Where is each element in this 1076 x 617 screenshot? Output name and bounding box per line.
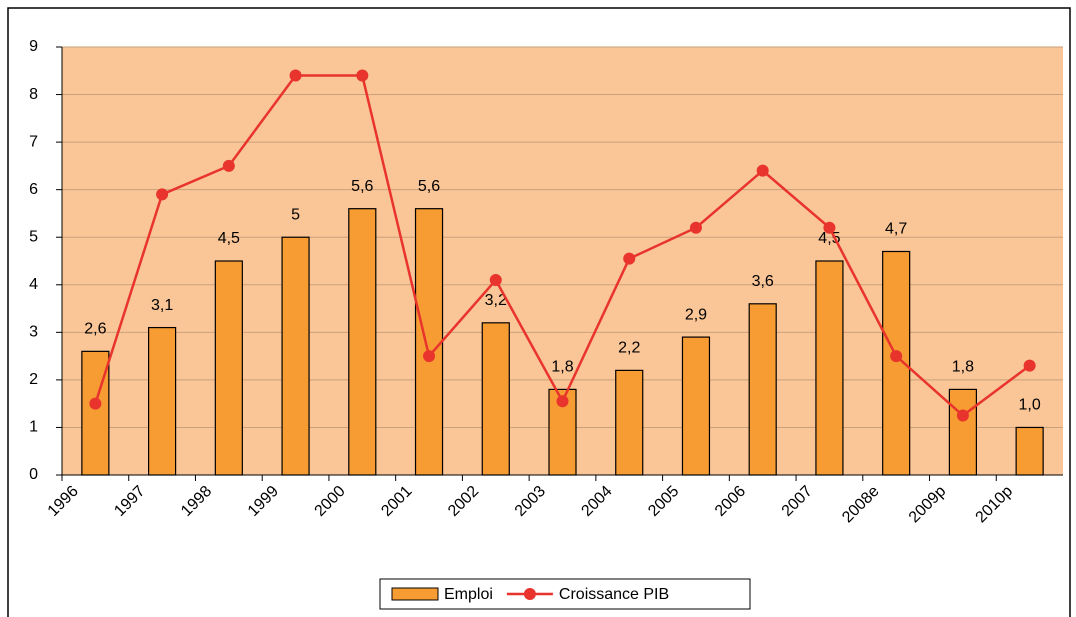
y-tick-label: 3 (29, 324, 38, 341)
x-tick-label: 1996 (45, 483, 82, 520)
y-tick-label: 4 (29, 276, 38, 293)
bar (348, 208, 377, 476)
legend-swatch (391, 587, 439, 601)
x-tick-label: 2006 (712, 483, 749, 520)
bar (81, 350, 110, 476)
legend-swatch (523, 588, 536, 600)
x-tick-label: 1998 (178, 483, 215, 520)
data-label: 4,5 (218, 230, 240, 247)
data-label: 3,1 (151, 297, 173, 314)
y-tick-label: 2 (29, 371, 38, 388)
line-marker (1023, 359, 1036, 372)
bar (815, 260, 844, 476)
line-marker (689, 221, 702, 234)
legend: Emploi Croissance PIB (379, 578, 751, 610)
y-tick-label: 7 (29, 133, 38, 150)
line-marker (423, 350, 436, 363)
data-label: 2,2 (618, 340, 640, 357)
line-marker (956, 409, 969, 422)
x-tick-label: 2003 (512, 483, 549, 520)
x-tick-label: 2004 (578, 483, 615, 520)
line-marker (756, 164, 769, 177)
bar (681, 336, 711, 476)
data-label: 2,9 (685, 306, 707, 323)
bar (481, 322, 510, 476)
data-label: 1,8 (551, 359, 573, 376)
data-label: 5 (291, 206, 300, 223)
line-marker (623, 252, 636, 265)
line-marker (823, 221, 836, 234)
legend-label: Emploi (444, 586, 493, 603)
y-tick-label: 9 (29, 38, 38, 55)
bar (281, 236, 310, 476)
line-marker (156, 188, 169, 201)
line-marker (356, 69, 369, 82)
data-label: 4,5 (818, 230, 840, 247)
data-label: 2,6 (84, 321, 106, 338)
bar (748, 303, 777, 476)
x-tick-label: 2009p (906, 483, 950, 527)
x-tick-label: 1999 (245, 483, 282, 520)
data-label: 5,6 (351, 178, 373, 195)
legend-box (379, 578, 751, 610)
x-tick-label: 2007 (779, 483, 816, 520)
bar (615, 369, 644, 476)
line-marker (89, 397, 102, 410)
line-marker (222, 159, 235, 172)
x-tick-label: 2000 (312, 483, 349, 520)
legend-label: Croissance PIB (559, 586, 669, 603)
data-label: 3,2 (485, 292, 507, 309)
bar (148, 326, 177, 476)
chart-frame (7, 7, 1071, 617)
x-tick-label: 2002 (445, 483, 482, 520)
x-tick-label: 2001 (378, 483, 415, 520)
bar (214, 260, 243, 476)
data-label: 4,7 (885, 221, 907, 238)
line-marker (289, 69, 302, 82)
y-tick-label: 6 (29, 181, 38, 198)
x-tick-label: 2008e (839, 483, 883, 527)
data-label: 1,8 (952, 359, 974, 376)
x-tick-label: 2010p (973, 483, 1017, 527)
y-tick-label: 0 (29, 466, 38, 483)
line-marker (890, 350, 903, 363)
data-label: 3,6 (752, 273, 774, 290)
bar (414, 208, 444, 476)
y-tick-label: 5 (29, 228, 38, 245)
y-tick-label: 1 (29, 419, 38, 436)
line-marker (489, 274, 502, 287)
x-tick-label: 1997 (111, 483, 148, 520)
bar (948, 388, 978, 476)
x-tick-label: 2005 (645, 483, 682, 520)
line-marker (556, 395, 569, 408)
data-label: 5,6 (418, 178, 440, 195)
y-tick-label: 8 (29, 86, 38, 103)
bar (1015, 426, 1044, 476)
data-label: 1,0 (1019, 397, 1041, 414)
